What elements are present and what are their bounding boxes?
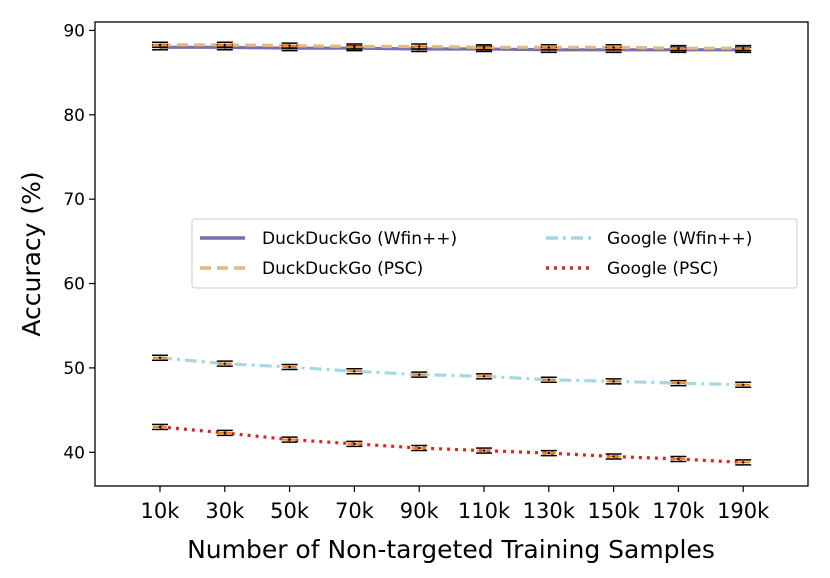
x-tick-label: 190k — [717, 499, 770, 523]
data-point — [482, 375, 486, 378]
data-point — [158, 356, 162, 359]
data-point — [288, 44, 291, 47]
legend-box — [191, 218, 798, 289]
series-line-duckduckgo-wfin — [160, 45, 744, 52]
data-point — [612, 380, 615, 383]
data-point — [677, 46, 680, 50]
y-tick-label: 70 — [63, 190, 85, 210]
y-tick-label: 90 — [63, 21, 85, 41]
y-tick-label: 40 — [63, 443, 85, 463]
data-point — [288, 365, 291, 369]
data-point — [353, 442, 356, 446]
data-point — [353, 370, 356, 373]
data-point — [612, 455, 615, 458]
y-tick-label: 80 — [63, 106, 85, 126]
data-point — [223, 43, 226, 46]
data-point — [742, 461, 745, 464]
x-tick-label: 170k — [652, 499, 705, 523]
data-point — [742, 383, 745, 386]
data-point — [158, 43, 162, 46]
data-point — [677, 381, 680, 385]
data-point — [418, 446, 421, 450]
legend-label-duckduckgo-wfin: DuckDuckGo (Wfin++) — [262, 229, 457, 249]
x-tick-label: 10k — [141, 499, 181, 523]
data-point — [353, 45, 356, 48]
legend-label-google-psc: Google (PSC) — [607, 259, 719, 279]
x-tick-label: 50k — [270, 499, 310, 523]
series-line-duckduckgo-psc — [160, 43, 744, 50]
data-point — [223, 431, 226, 435]
y-axis: 40 50 60 70 80 90 — [63, 21, 95, 463]
data-point — [742, 46, 745, 50]
data-point — [158, 425, 162, 429]
data-point — [482, 46, 486, 49]
data-point — [288, 438, 291, 441]
data-point — [547, 46, 550, 49]
series-layer — [159, 43, 744, 464]
y-tick-label: 50 — [63, 359, 85, 379]
legend-label-google-wfin: Google (Wfin++) — [607, 229, 752, 249]
x-tick-label: 70k — [335, 499, 375, 523]
x-tick-label: 30k — [205, 499, 245, 523]
x-tick-label: 90k — [400, 499, 440, 523]
x-tick-label: 130k — [523, 499, 576, 523]
marker-layer — [152, 41, 752, 466]
plot-frame — [94, 21, 809, 487]
data-point — [612, 46, 615, 49]
series-line-google-wfin — [159, 356, 744, 387]
data-point — [223, 362, 226, 365]
y-tick-label: 60 — [63, 275, 85, 295]
x-tick-label: 110k — [458, 499, 511, 523]
data-point — [677, 457, 680, 461]
data-point — [547, 378, 550, 381]
x-axis: 10k 30k 50k 70k 90k 110k 130k 150k 170k 190k — [141, 486, 770, 523]
data-point — [418, 45, 421, 48]
y-axis-label: Accuracy (%) — [17, 171, 46, 336]
series-line-google-psc — [159, 425, 744, 464]
x-tick-label: 150k — [587, 499, 640, 523]
data-point — [547, 451, 550, 455]
legend: DuckDuckGo (Wfin++) DuckDuckGo (PSC) Goo… — [191, 218, 798, 289]
x-axis-label: Number of Non-targeted Training Samples — [187, 535, 715, 564]
legend-label-duckduckgo-psc: DuckDuckGo (PSC) — [262, 259, 423, 279]
data-point — [482, 449, 486, 452]
data-point — [418, 373, 421, 376]
